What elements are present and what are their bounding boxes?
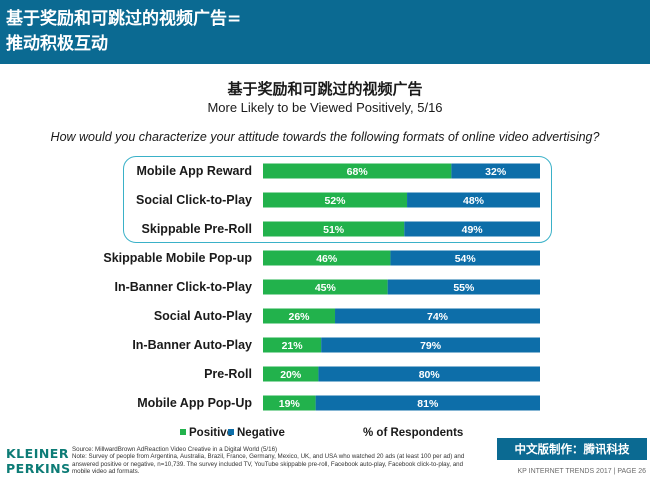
data-label-positive: 51% (323, 224, 345, 236)
survey-question: How would you characterize your attitude… (50, 130, 600, 144)
title-banner: 基于奖励和可跳过的视频广告= 推动积极互动 (0, 0, 650, 64)
logo-line-1: KLEINER (6, 446, 69, 461)
category-label: Mobile App Reward (136, 164, 252, 178)
data-label-negative: 80% (419, 369, 441, 381)
legend-positive-label: Positive (189, 427, 234, 439)
data-label-positive: 46% (316, 253, 338, 265)
logo-line-2: PERKINS (6, 461, 71, 476)
note-line: Note: Survey of people from Argentina, A… (72, 453, 465, 461)
category-label: Social Click-to-Play (136, 193, 252, 207)
legend-negative-swatch (228, 429, 234, 435)
stacked-bar-chart: Mobile App Reward 68% 32% Social Click-to-P… (103, 163, 540, 411)
highlight-box (123, 156, 552, 243)
page-footer-text: KP INTERNET TRENDS 2017 | PAGE 26 (517, 468, 646, 475)
data-label-positive: 68% (347, 166, 369, 178)
note-line: answered positive or negative, n=10,739.… (72, 460, 464, 468)
source-note: Source: MillwardBrown AdReaction Video C… (72, 446, 492, 475)
legend-positive-swatch (180, 429, 186, 435)
source-line: Source: MillwardBrown AdReaction Video C… (72, 446, 278, 453)
bar-negative (407, 192, 540, 208)
bar-positive (263, 192, 408, 208)
bar-positive (263, 250, 391, 266)
data-label-negative: 49% (462, 224, 484, 236)
data-label-positive: 26% (289, 311, 311, 323)
data-label-negative: 48% (463, 195, 485, 207)
bar-positive (263, 337, 322, 353)
bar-negative (335, 308, 540, 324)
data-label-negative: 79% (420, 340, 442, 352)
data-label-positive: 52% (325, 195, 347, 207)
bar-positive (263, 163, 452, 179)
bar-positive (263, 308, 336, 324)
data-label-negative: 81% (417, 398, 439, 410)
data-label-negative: 54% (455, 253, 477, 265)
category-label: In-Banner Click-to-Play (114, 280, 252, 294)
bar-negative (404, 221, 540, 237)
chart-title: 基于奖励和可跳过的视频广告 (227, 80, 423, 98)
data-label-positive: 21% (282, 340, 304, 352)
data-label-negative: 74% (427, 311, 449, 323)
bar-positive (263, 279, 388, 295)
data-label-positive: 19% (279, 398, 301, 410)
category-label: Skippable Mobile Pop-up (103, 251, 252, 265)
legend-positive: Positive (180, 426, 233, 440)
data-label-negative: 55% (453, 282, 475, 294)
bar-positive (263, 221, 405, 237)
bar-negative (387, 279, 540, 295)
kleiner-perkins-logo: KLEINER PERKINS (6, 446, 71, 476)
data-label-positive: 45% (315, 282, 337, 294)
category-label: Skippable Pre-Roll (142, 222, 252, 236)
tencent-badge: 中文版制作：腾讯科技 (497, 438, 647, 460)
category-label: In-Banner Auto-Play (132, 338, 252, 352)
bar-negative (321, 337, 540, 353)
bar-negative (390, 250, 540, 266)
category-label: Pre-Roll (204, 367, 252, 381)
legend-negative: Negative (228, 426, 285, 440)
data-label-negative: 32% (485, 166, 507, 178)
legend-negative-label: Negative (237, 427, 285, 439)
page-title-line-1: 基于奖励和可跳过的视频广告= (6, 9, 242, 29)
bar-positive (263, 366, 319, 382)
bar-negative (315, 395, 540, 411)
page-title-line-2: 推动积极互动 (6, 34, 108, 54)
data-label-positive: 20% (280, 369, 302, 381)
x-axis-label: % of Respondents (363, 427, 464, 439)
category-label: Mobile App Pop-Up (137, 396, 252, 410)
category-label: Social Auto-Play (154, 309, 252, 323)
note-line: mobile video ad formats. (72, 467, 140, 475)
bar-negative (451, 163, 540, 179)
bar-negative (318, 366, 540, 382)
chart-subtitle: More Likely to be Viewed Positively, 5/1… (207, 100, 443, 115)
bar-positive (263, 395, 316, 411)
